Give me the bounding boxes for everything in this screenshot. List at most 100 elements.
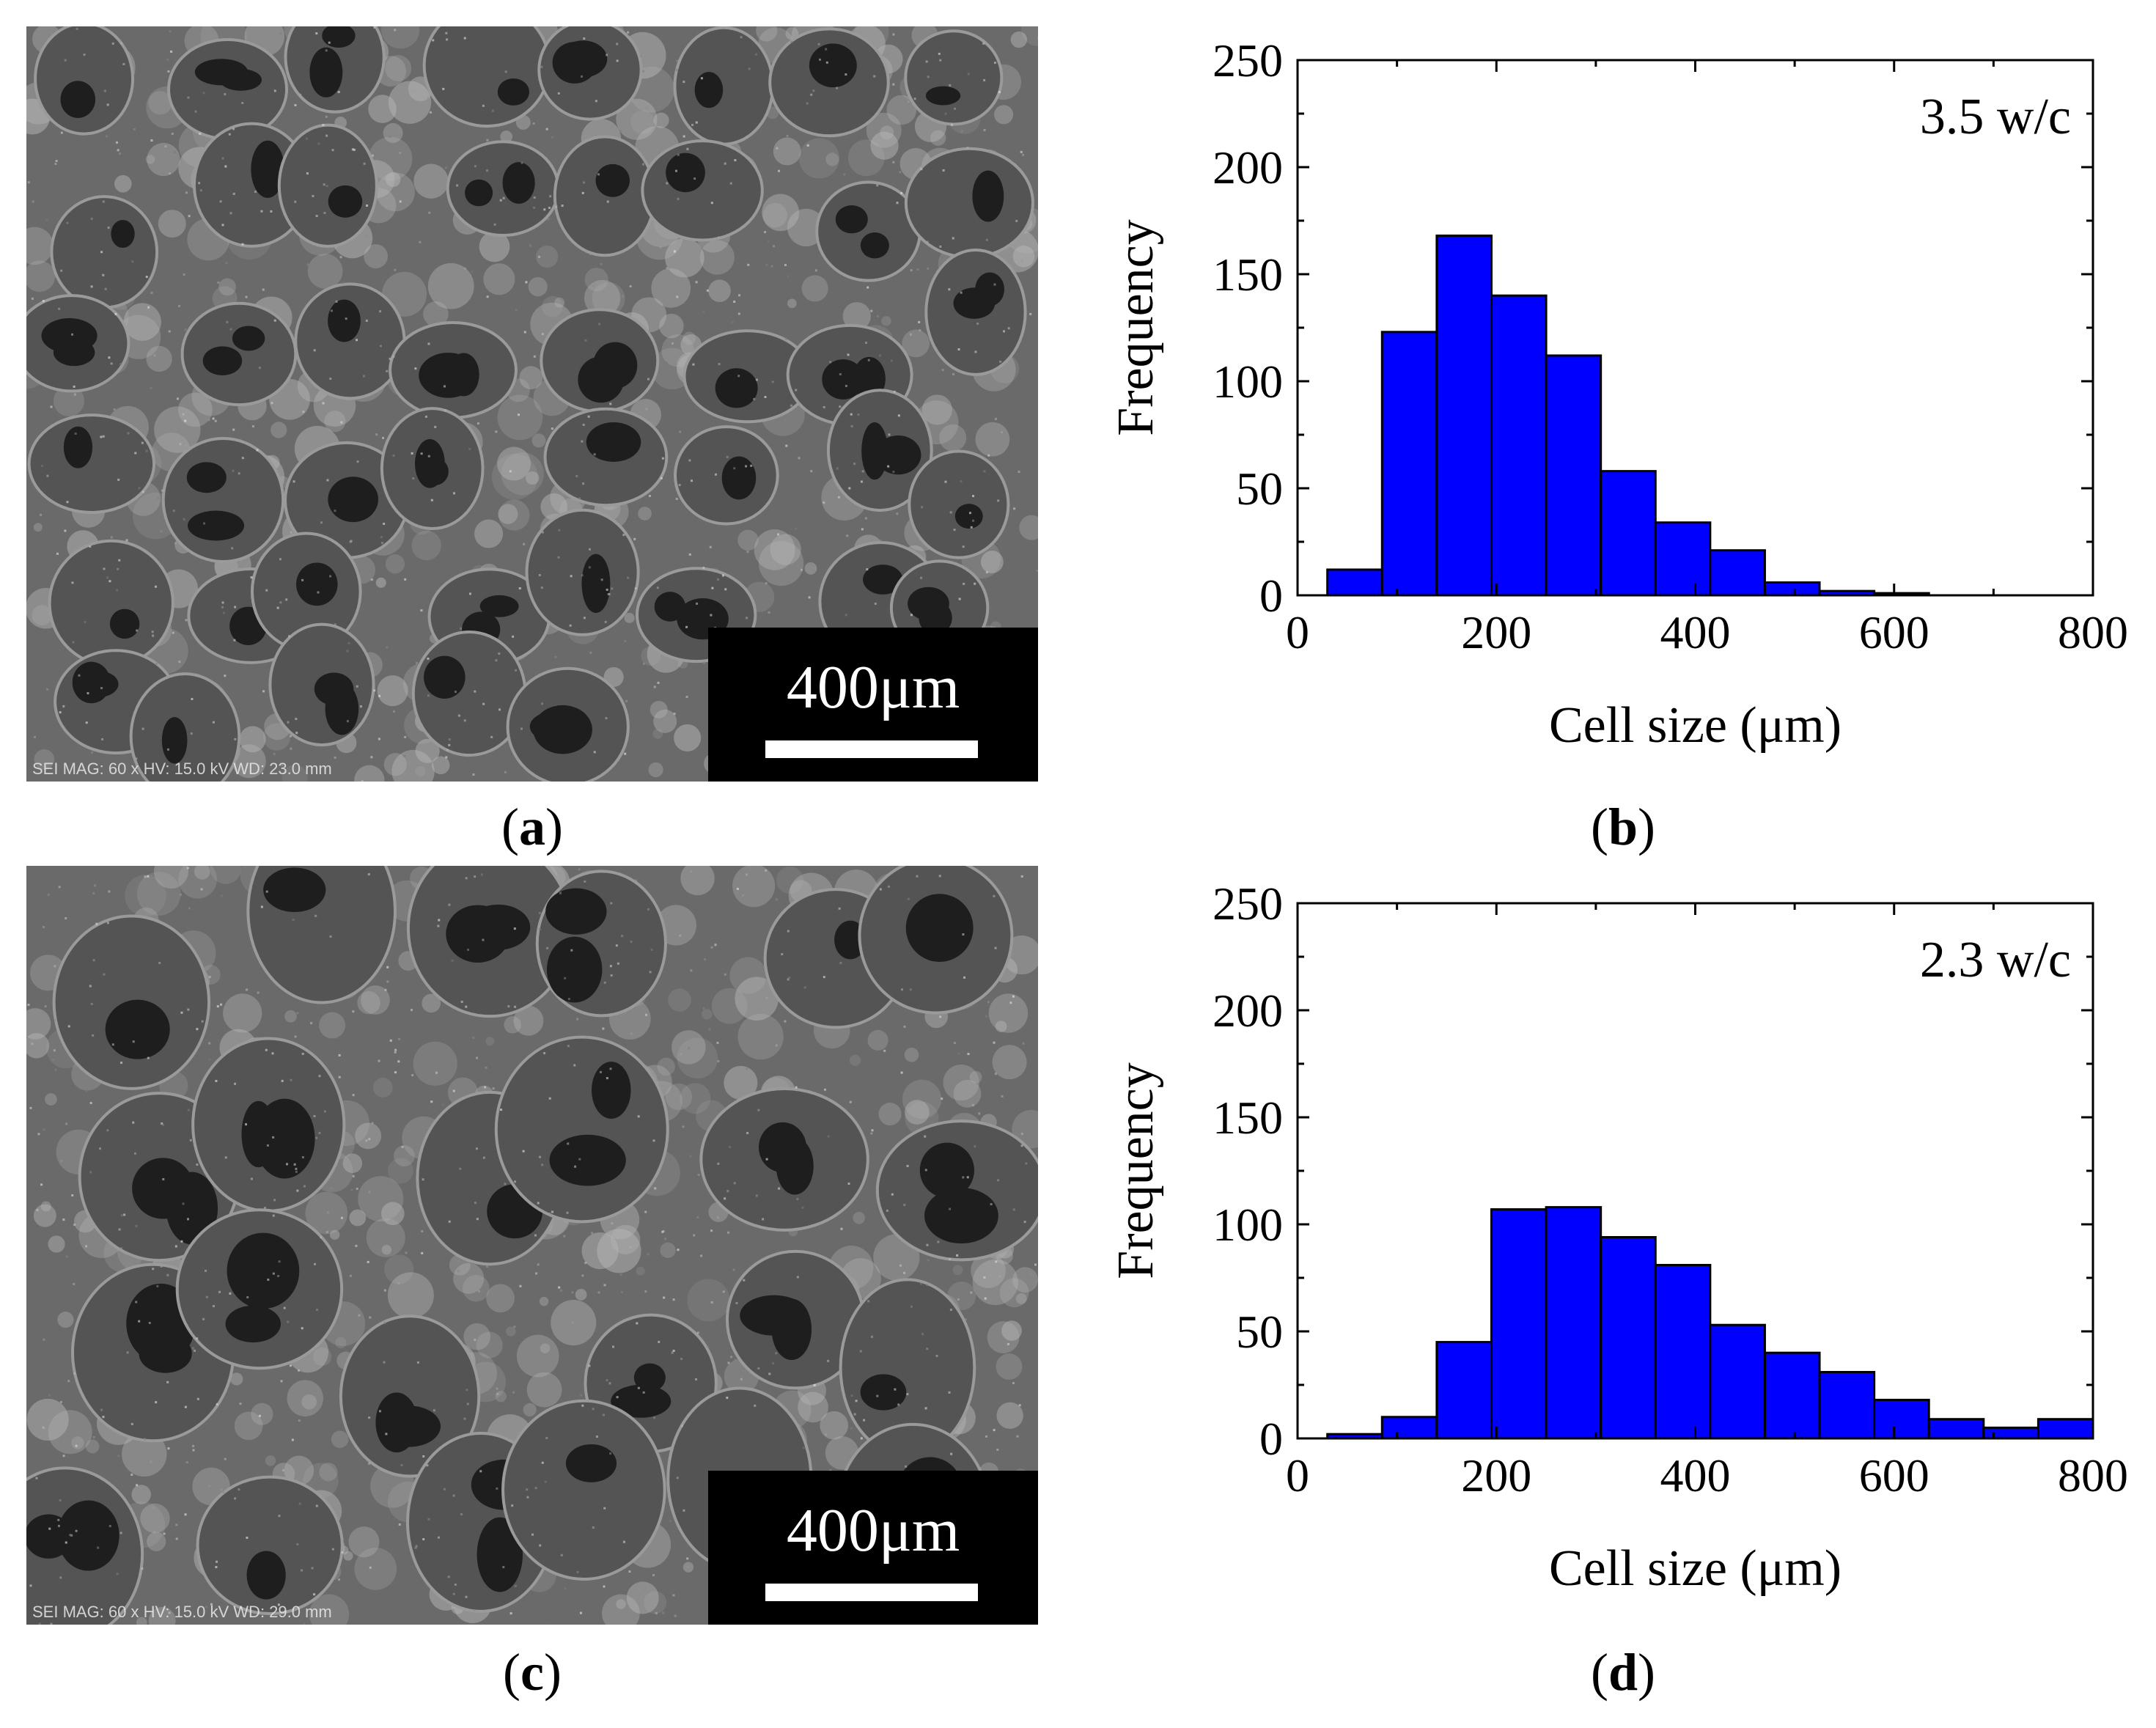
sem-speckle-c-415 [876, 1394, 879, 1397]
sem-speckle-c-87 [448, 1220, 451, 1223]
sem-pore-a-44-1 [533, 705, 592, 754]
sem-cell-a-31 [908, 449, 1010, 559]
sem-wall-a-10 [975, 422, 1010, 457]
sem-speckle-c-608 [108, 890, 111, 893]
sem-speckle-c-669 [264, 1207, 267, 1210]
sem-speckle-a-546 [1020, 260, 1023, 262]
sem-speckle-a-392 [897, 414, 900, 417]
sem-speckle-a-358 [795, 389, 798, 391]
sem-speckle-a-408 [232, 192, 235, 195]
sem-speckle-c-650 [472, 1036, 475, 1039]
sem-speckle-a-318 [892, 83, 895, 86]
sem-wall-c-419 [33, 1204, 56, 1227]
sem-speckle-a-593 [228, 133, 231, 136]
sem-speckle-c-97 [330, 1187, 333, 1190]
sem-speckle-c-407 [293, 1163, 296, 1166]
sem-speckle-c-272 [166, 1273, 169, 1276]
sem-wall-a-37 [880, 125, 894, 140]
sem-speckle-c-524 [486, 1265, 489, 1268]
sem-speckle-c-677 [385, 1433, 388, 1435]
sem-speckle-a-86 [998, 91, 1001, 94]
sem-speckle-c-406 [475, 1147, 478, 1150]
sem-speckle-c-186 [295, 1167, 298, 1170]
sem-speckle-c-591 [611, 1222, 614, 1225]
sem-speckle-a-225 [555, 205, 558, 208]
sem-wall-c-123 [523, 1402, 537, 1417]
sem-speckle-a-627 [463, 719, 466, 722]
sem-speckle-a-273 [127, 432, 130, 435]
sem-speckle-c-674 [250, 1177, 253, 1180]
sem-speckle-a-40 [486, 169, 489, 172]
sem-speckle-a-554 [581, 75, 584, 78]
panel-label-a: (a) [501, 798, 563, 856]
sem-speckle-c-679 [1020, 875, 1023, 878]
sem-wall-a-198 [584, 279, 621, 317]
sem-speckle-a-245 [919, 329, 921, 332]
sem-speckle-c-71 [123, 1213, 126, 1216]
sem-speckle-c-271 [680, 1424, 683, 1427]
sem-speckle-c-587 [318, 1075, 321, 1078]
sem-wall-a-164 [364, 244, 388, 268]
sem-speckle-c-303 [733, 1182, 736, 1185]
sem-speckle-a-95 [985, 571, 988, 574]
sem-speckle-c-640 [941, 1098, 943, 1100]
sem-speckle-a-509 [693, 177, 696, 180]
sem-wall-a-418 [385, 554, 405, 574]
sem-speckle-a-172 [271, 402, 273, 405]
sem-pore-a-24-0 [63, 426, 93, 468]
sem-speckle-a-347 [548, 207, 551, 210]
sem-speckle-a-263 [471, 271, 474, 273]
sem-speckle-c-603 [827, 1135, 830, 1138]
sem-speckle-c-65 [772, 1362, 775, 1365]
sem-speckle-a-4 [683, 81, 685, 84]
sem-speckle-a-487 [486, 139, 489, 141]
sem-speckle-c-651 [185, 1461, 188, 1464]
sem-wall-c-319 [284, 1010, 297, 1023]
sem-speckle-a-503 [642, 662, 645, 665]
sem-wall-a-44 [26, 260, 56, 293]
sem-speckle-a-565 [351, 148, 354, 151]
sem-speckle-c-120 [879, 888, 882, 891]
sem-footer-a: SEI MAG: 60 x HV: 15.0 kV WD: 23.0 mm [32, 760, 332, 778]
sem-speckle-a-491 [104, 287, 107, 290]
sem-speckle-c-529 [740, 1378, 743, 1380]
sem-speckle-a-130 [457, 714, 460, 717]
sem-speckle-c-522 [509, 1612, 512, 1615]
sem-speckle-a-125 [938, 52, 941, 55]
sem-pore-a-16-1 [53, 339, 95, 367]
sem-speckle-c-242 [272, 1136, 275, 1139]
sem-speckle-a-28 [427, 694, 430, 697]
sem-speckle-c-519 [118, 1228, 121, 1231]
sem-speckle-a-97 [117, 567, 119, 570]
sem-speckle-a-27 [66, 501, 69, 504]
sem-wall-c-258 [711, 988, 748, 1024]
sem-speckle-c-188 [541, 1163, 544, 1166]
sem-wall-a-172 [526, 471, 540, 485]
sem-speckle-a-174 [241, 457, 244, 460]
sem-speckle-c-584 [187, 1109, 190, 1111]
sem-wall-a-350 [770, 534, 801, 565]
sem-speckle-a-214 [101, 738, 104, 741]
sem-speckle-a-208 [896, 512, 899, 515]
sem-speckle-a-532 [829, 361, 832, 364]
sem-speckle-a-289 [967, 73, 970, 76]
sem-speckle-c-64 [966, 1176, 969, 1179]
sem-speckle-c-218 [476, 1056, 479, 1059]
sem-speckle-c-251 [910, 1305, 913, 1308]
sem-pore-a-5-0 [694, 72, 724, 109]
sem-speckle-c-84 [329, 935, 332, 938]
sem-speckle-c-247 [54, 1018, 57, 1021]
sem-speckle-a-142 [683, 135, 685, 138]
sem-wall-c-158 [319, 1463, 338, 1482]
sem-speckle-c-358 [916, 875, 919, 878]
sem-wall-c-324 [234, 1411, 263, 1441]
sem-speckle-a-143 [334, 756, 336, 759]
sem-speckle-a-479 [557, 556, 560, 559]
sem-wall-a-217 [232, 744, 266, 779]
sem-wall-a-72 [385, 55, 412, 82]
sem-cell-a-24 [27, 413, 156, 514]
sem-speckle-c-597 [465, 877, 468, 880]
bar-b-6 [1654, 521, 1712, 597]
sem-speckle-a-456 [454, 691, 457, 694]
sem-speckle-a-79 [335, 300, 338, 303]
